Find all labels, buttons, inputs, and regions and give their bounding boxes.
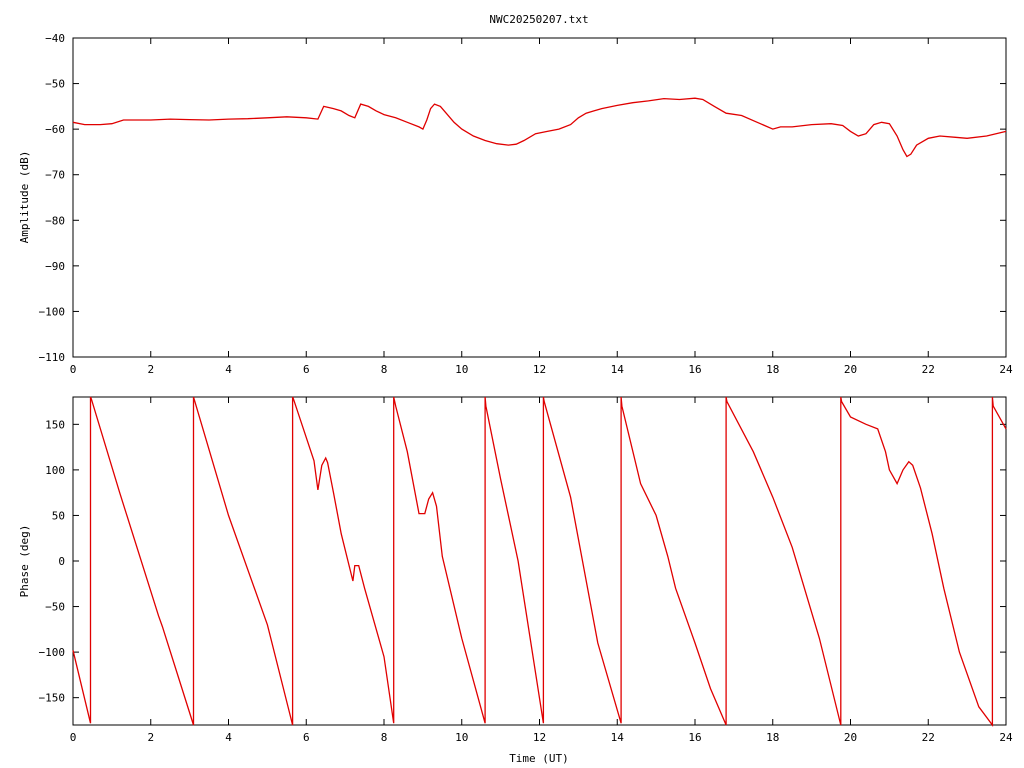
- x-tick-label: 6: [303, 363, 310, 376]
- y-tick-label: 100: [45, 464, 65, 477]
- x-tick-label: 8: [381, 363, 388, 376]
- x-tick-label: 20: [844, 731, 857, 744]
- x-tick-label: 4: [225, 363, 232, 376]
- phase-plot-frame: [72, 396, 1007, 726]
- x-tick-label: 0: [70, 731, 77, 744]
- x-tick-label: 22: [922, 731, 935, 744]
- x-tick-label: 22: [922, 363, 935, 376]
- y-tick-label: −150: [39, 692, 66, 705]
- phase-panel: 0 2 4 6 8 10 12 14 16 18 20 22 24150100500−50−100−15…: [18, 396, 1013, 765]
- y-tick-label: −100: [39, 646, 66, 659]
- amplitude-plot-frame: [72, 37, 1007, 358]
- x-tick-label: 18: [766, 363, 779, 376]
- phase-series-line: [72, 396, 1007, 727]
- y-tick-label: −40: [45, 32, 65, 45]
- phase-axes: 0 2 4 6 8 10 12 14 16 18 20 22 24150100500−50−100−15…: [39, 397, 1013, 744]
- x-tick-label: 18: [766, 731, 779, 744]
- x-tick-label: 20: [844, 363, 857, 376]
- y-tick-label: −110: [39, 351, 66, 364]
- y-tick-label: 50: [52, 509, 65, 522]
- x-tick-label: 10: [455, 363, 468, 376]
- y-tick-label: −70: [45, 169, 65, 182]
- x-tick-label: 16: [688, 363, 701, 376]
- amplitude-series-line: [72, 97, 1007, 158]
- y-tick-label: 150: [45, 418, 65, 431]
- x-tick-label: 8: [381, 731, 388, 744]
- y-tick-label: −90: [45, 260, 65, 273]
- y-tick-label: −60: [45, 123, 65, 136]
- y-tick-label: −100: [39, 305, 66, 318]
- x-tick-label: 6: [303, 731, 310, 744]
- x-tick-label: 16: [688, 731, 701, 744]
- x-tick-label: 2: [147, 363, 154, 376]
- y-tick-label: −50: [45, 601, 65, 614]
- x-tick-label: 14: [611, 363, 625, 376]
- chart-title: NWC20250207.txt: [489, 13, 588, 26]
- amplitude-axes: 0 2 4 6 8 10 12 14 16 18 20 22 24−40−50−60−70−80−90−…: [39, 32, 1013, 376]
- amplitude-y-axis-label: Amplitude (dB): [18, 151, 31, 244]
- time-x-axis-label: Time (UT): [509, 752, 569, 765]
- y-tick-label: 0: [58, 555, 65, 568]
- x-tick-label: 0: [70, 363, 77, 376]
- x-tick-label: 24: [999, 363, 1013, 376]
- x-tick-label: 12: [533, 363, 546, 376]
- phase-y-axis-label: Phase (deg): [18, 525, 31, 598]
- x-tick-label: 2: [147, 731, 154, 744]
- y-tick-label: −50: [45, 78, 65, 91]
- x-tick-label: 10: [455, 731, 468, 744]
- y-tick-label: −80: [45, 214, 65, 227]
- amplitude-panel: 0 2 4 6 8 10 12 14 16 18 20 22 24−40−50−60−70−80−90−…: [18, 32, 1013, 376]
- x-tick-label: 14: [611, 731, 625, 744]
- x-tick-label: 12: [533, 731, 546, 744]
- x-tick-label: 4: [225, 731, 232, 744]
- x-tick-label: 24: [999, 731, 1013, 744]
